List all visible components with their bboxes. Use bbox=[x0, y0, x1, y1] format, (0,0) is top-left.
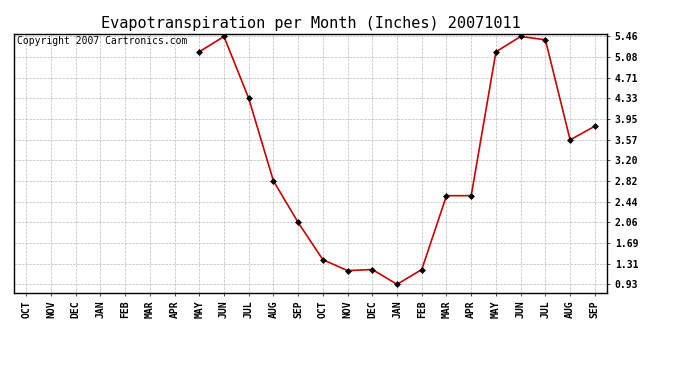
Title: Evapotranspiration per Month (Inches) 20071011: Evapotranspiration per Month (Inches) 20… bbox=[101, 16, 520, 31]
Text: Copyright 2007 Cartronics.com: Copyright 2007 Cartronics.com bbox=[17, 36, 187, 46]
